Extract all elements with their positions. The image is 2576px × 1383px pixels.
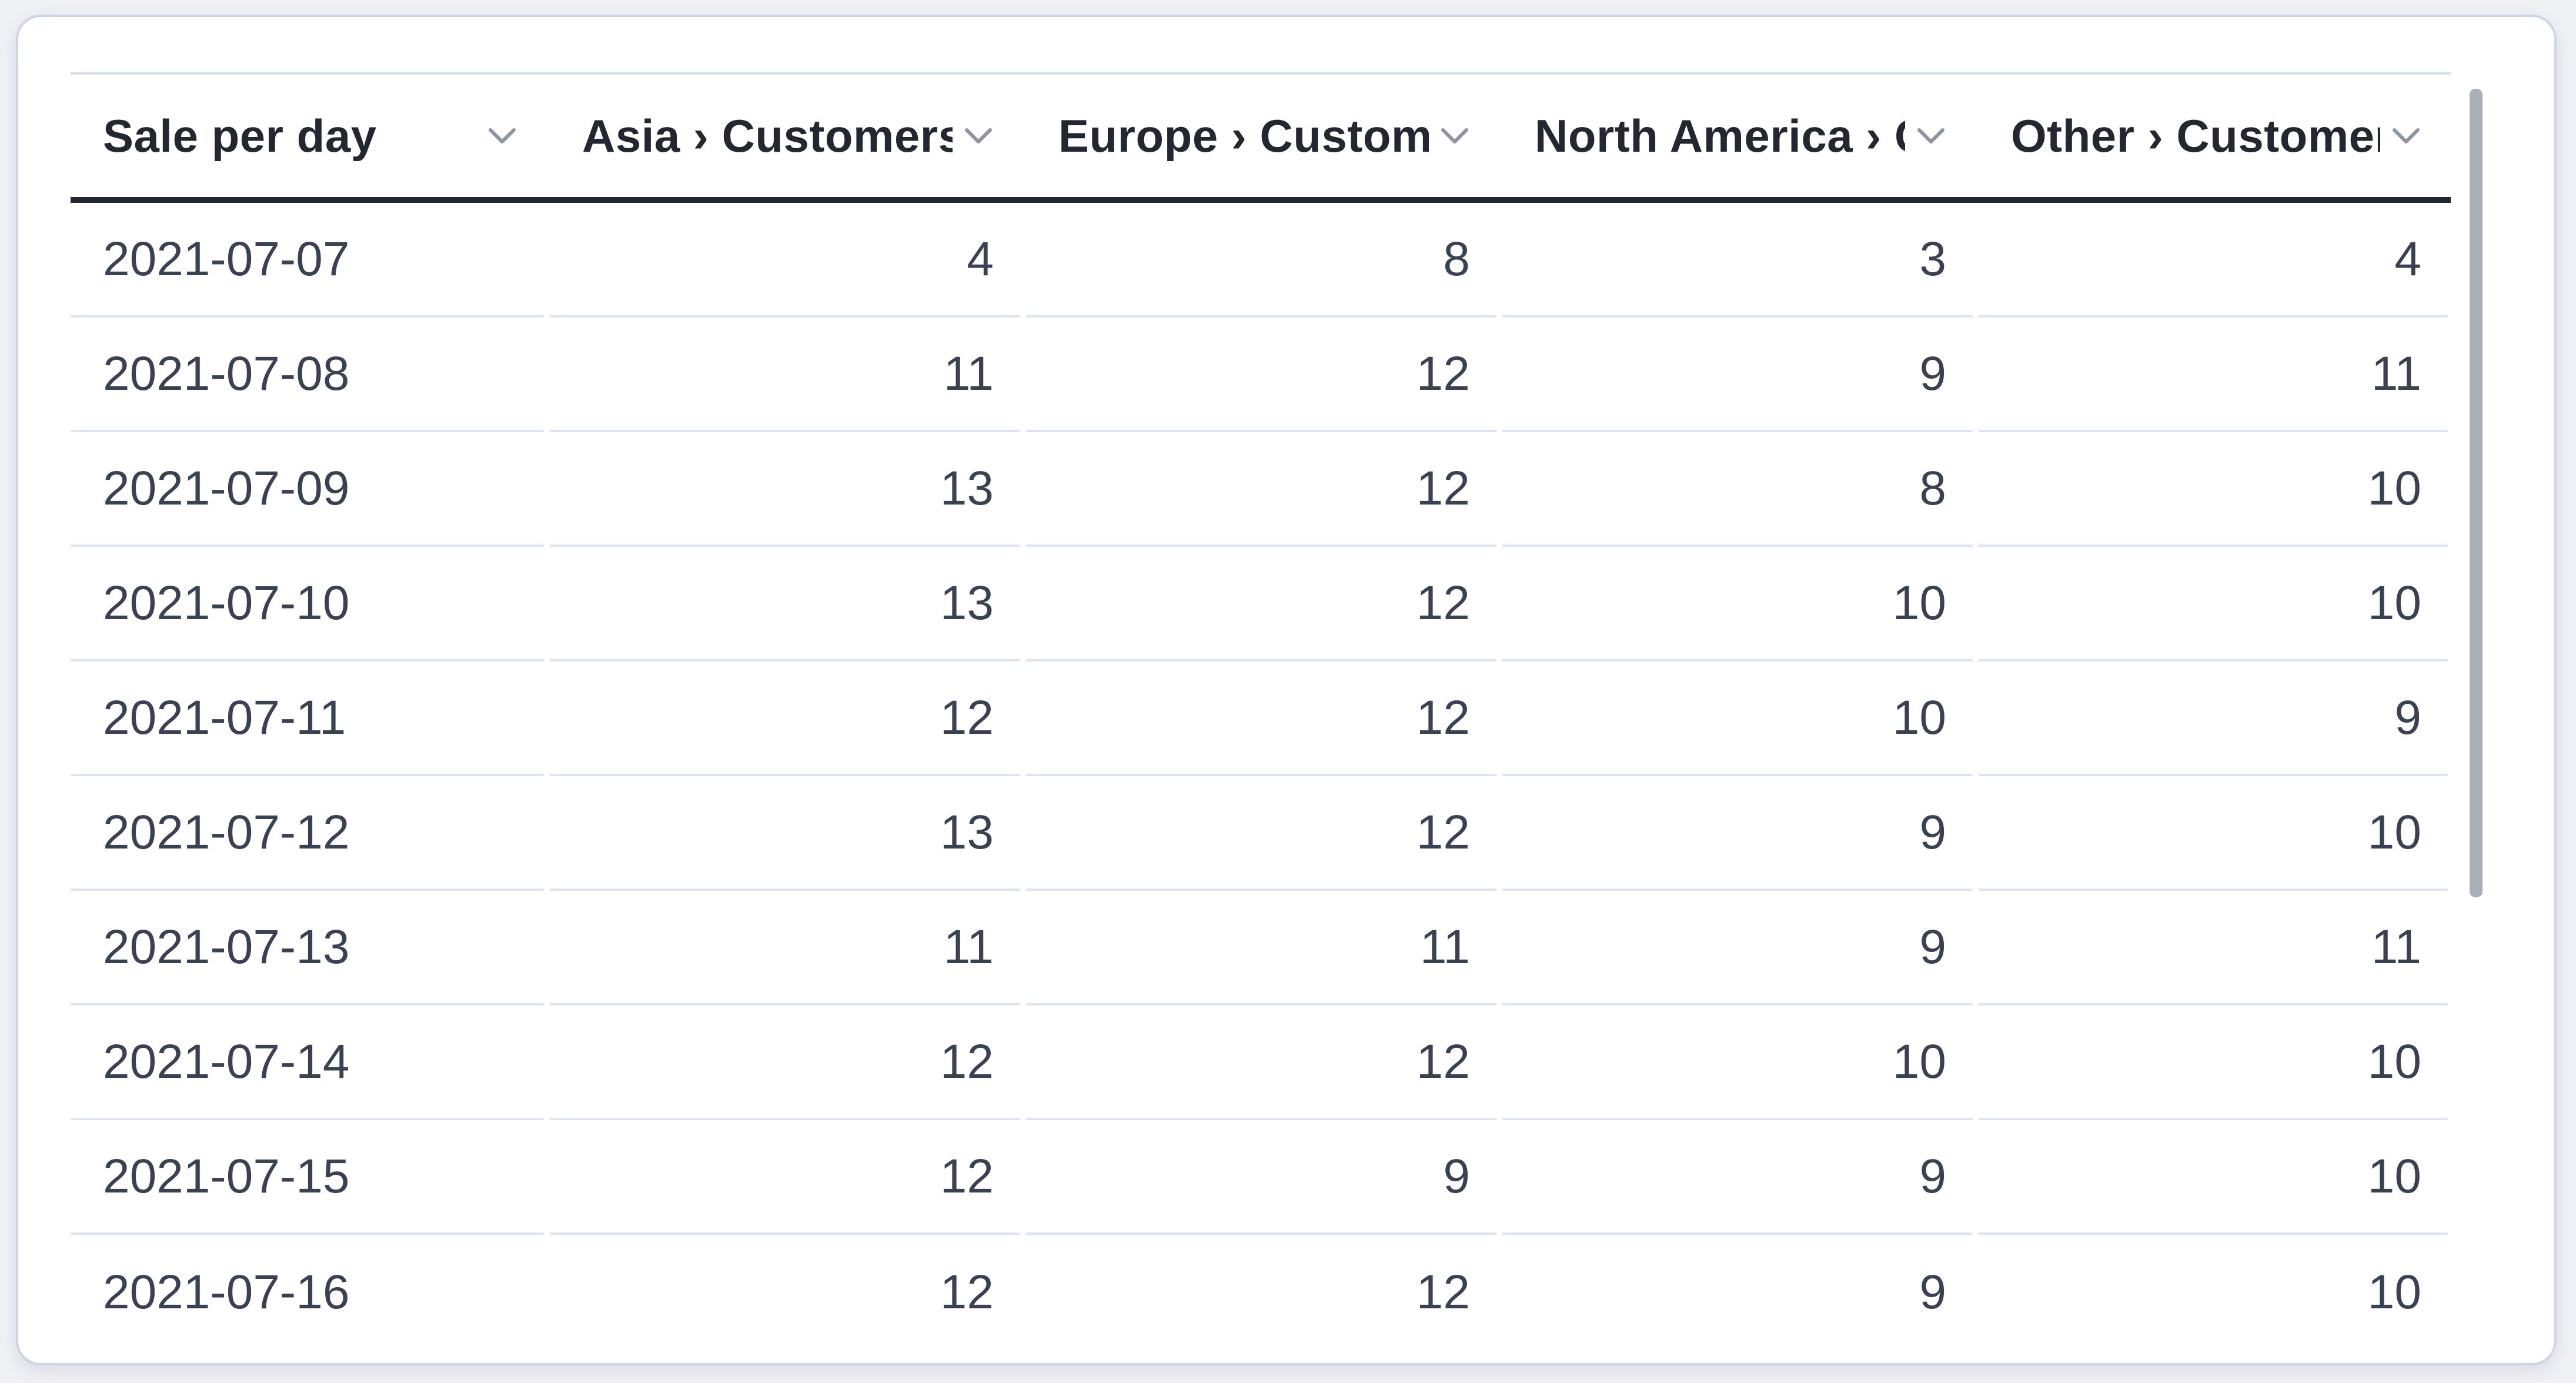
column-header-label: North America › Customers bbox=[1535, 109, 1905, 162]
chevron-down-icon[interactable] bbox=[487, 125, 517, 146]
column-header-label: Asia › Customers bbox=[582, 109, 953, 162]
chevron-down-icon[interactable] bbox=[1916, 125, 1946, 146]
value-cell[interactable]: 9 bbox=[1979, 662, 2448, 776]
value-cell[interactable]: 9 bbox=[1502, 1120, 1973, 1235]
table-row: 2021-07-14 12 12 10 10 bbox=[71, 1005, 2451, 1120]
column-header[interactable]: Other › Customers bbox=[1979, 75, 2448, 197]
value-cell[interactable]: 10 bbox=[1502, 662, 1973, 776]
value-cell[interactable]: 10 bbox=[1979, 1120, 2448, 1235]
table-row: 2021-07-12 13 12 9 10 bbox=[71, 776, 2451, 891]
value-cell[interactable]: 11 bbox=[550, 891, 1020, 1005]
date-cell[interactable]: 2021-07-08 bbox=[71, 318, 544, 432]
value-cell[interactable]: 9 bbox=[1502, 776, 1973, 891]
column-header[interactable]: Asia › Customers bbox=[550, 75, 1020, 197]
value-cell[interactable]: 10 bbox=[1979, 432, 2448, 547]
value-cell[interactable]: 10 bbox=[1979, 776, 2448, 891]
value-cell[interactable]: 13 bbox=[550, 547, 1020, 662]
table-row: 2021-07-15 12 9 9 10 bbox=[71, 1120, 2451, 1235]
value-cell[interactable]: 11 bbox=[1026, 891, 1496, 1005]
value-cell[interactable]: 13 bbox=[550, 432, 1020, 547]
value-cell[interactable]: 12 bbox=[1026, 432, 1496, 547]
table-body: 2021-07-07 4 8 3 4 2021-07-08 11 12 9 11 2021-07-0… bbox=[71, 203, 2451, 1349]
table-row: 2021-07-07 4 8 3 4 bbox=[71, 203, 2451, 318]
value-cell[interactable]: 12 bbox=[1416, 1265, 1470, 1319]
column-header-label: Sale per day bbox=[103, 109, 377, 162]
date-cell[interactable]: 2021-07-10 bbox=[71, 547, 544, 662]
date-cell[interactable]: 2021-07-11 bbox=[71, 662, 544, 776]
value-cell[interactable]: 12 bbox=[550, 1005, 1020, 1120]
value-cell[interactable]: 11 bbox=[1979, 891, 2448, 1005]
sales-table: Sale per day Asia › Customers Europe › Cus… bbox=[71, 72, 2451, 1349]
value-cell[interactable]: 8 bbox=[1502, 432, 1973, 547]
value-cell[interactable]: 12 bbox=[1026, 776, 1496, 891]
column-header[interactable]: Europe › Customers bbox=[1026, 75, 1496, 197]
column-header-label: Other › Customers bbox=[2011, 109, 2380, 162]
value-cell[interactable]: 10 bbox=[1979, 1005, 2448, 1120]
column-header[interactable]: Sale per day bbox=[71, 75, 544, 197]
value-cell[interactable]: 9 bbox=[1919, 1265, 1946, 1319]
date-cell[interactable]: 2021-07-16 bbox=[103, 1265, 350, 1319]
value-cell[interactable]: 13 bbox=[550, 776, 1020, 891]
value-cell[interactable]: 12 bbox=[940, 1265, 994, 1319]
value-cell[interactable]: 10 bbox=[1502, 547, 1973, 662]
value-cell[interactable]: 4 bbox=[1979, 203, 2448, 318]
value-cell[interactable]: 10 bbox=[1502, 1005, 1973, 1120]
chevron-down-icon[interactable] bbox=[963, 125, 994, 146]
date-cell[interactable]: 2021-07-09 bbox=[71, 432, 544, 547]
value-cell[interactable]: 12 bbox=[550, 1120, 1020, 1235]
value-cell[interactable]: 11 bbox=[1979, 318, 2448, 432]
table-card: Sale per day Asia › Customers Europe › Cus… bbox=[16, 15, 2557, 1365]
table-row: 2021-07-16 12 12 9 10 bbox=[71, 1235, 2451, 1349]
table-row: 2021-07-11 12 12 10 9 bbox=[71, 662, 2451, 776]
table-row: 2021-07-09 13 12 8 10 bbox=[71, 432, 2451, 547]
column-header-label: Europe › Customers bbox=[1058, 109, 1429, 162]
value-cell[interactable]: 12 bbox=[1026, 1005, 1496, 1120]
table-row: 2021-07-10 13 12 10 10 bbox=[71, 547, 2451, 662]
date-cell[interactable]: 2021-07-13 bbox=[71, 891, 544, 1005]
chevron-down-icon[interactable] bbox=[1439, 125, 1470, 146]
value-cell[interactable]: 8 bbox=[1026, 203, 1496, 318]
chevron-down-icon[interactable] bbox=[2391, 125, 2421, 146]
value-cell[interactable]: 12 bbox=[1026, 662, 1496, 776]
vertical-scrollbar-thumb[interactable] bbox=[2470, 89, 2483, 897]
date-cell[interactable]: 2021-07-14 bbox=[71, 1005, 544, 1120]
value-cell[interactable]: 9 bbox=[1026, 1120, 1496, 1235]
value-cell[interactable]: 4 bbox=[550, 203, 1020, 318]
value-cell[interactable]: 10 bbox=[1979, 547, 2448, 662]
date-cell[interactable]: 2021-07-15 bbox=[71, 1120, 544, 1235]
value-cell[interactable]: 12 bbox=[1026, 318, 1496, 432]
value-cell[interactable]: 9 bbox=[1502, 318, 1973, 432]
value-cell[interactable]: 12 bbox=[1026, 547, 1496, 662]
column-header[interactable]: North America › Customers bbox=[1502, 75, 1973, 197]
table-row: 2021-07-13 11 11 9 11 bbox=[71, 891, 2451, 1005]
value-cell[interactable]: 3 bbox=[1502, 203, 1973, 318]
table-row: 2021-07-08 11 12 9 11 bbox=[71, 318, 2451, 432]
value-cell[interactable]: 10 bbox=[2367, 1265, 2421, 1319]
date-cell[interactable]: 2021-07-12 bbox=[71, 776, 544, 891]
date-cell[interactable]: 2021-07-07 bbox=[71, 203, 544, 318]
value-cell[interactable]: 12 bbox=[550, 662, 1020, 776]
table-header-row: Sale per day Asia › Customers Europe › Cus… bbox=[71, 72, 2451, 203]
value-cell[interactable]: 11 bbox=[550, 318, 1020, 432]
value-cell[interactable]: 9 bbox=[1502, 891, 1973, 1005]
